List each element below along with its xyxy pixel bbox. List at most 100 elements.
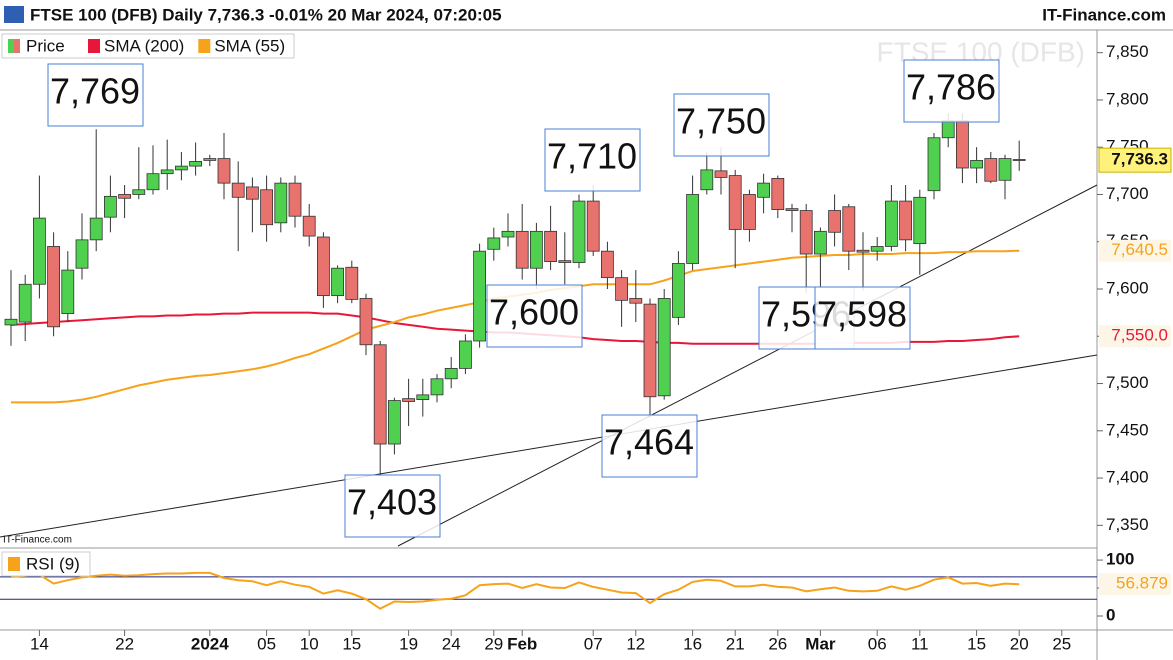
candle-body xyxy=(913,196,927,245)
candle-body xyxy=(771,178,785,210)
candle-body xyxy=(870,246,884,252)
candle-body xyxy=(544,230,557,262)
candle-body xyxy=(572,200,586,263)
annotation-box xyxy=(344,474,441,538)
annotation: 7,710 xyxy=(547,136,637,177)
candle-body xyxy=(160,169,174,175)
x-tick-label: 26 xyxy=(768,634,787,653)
candle-body xyxy=(672,263,685,318)
candle-body xyxy=(4,318,18,326)
x-tick-label: Mar xyxy=(805,634,836,653)
chart-title: FTSE 100 (DFB) Daily 7,736.3 -0.01% 20 M… xyxy=(30,5,502,24)
x-tick-label: 16 xyxy=(683,634,702,653)
candle-body xyxy=(231,182,245,198)
x-tick-label: 14 xyxy=(30,634,49,653)
candle-body xyxy=(132,189,146,195)
x-tick-label: 2024 xyxy=(191,634,229,653)
candle-body xyxy=(814,230,827,255)
value-label: 7,550.0 xyxy=(1111,326,1168,345)
trend-line xyxy=(397,184,1098,547)
candle-body xyxy=(402,398,416,402)
candle-body xyxy=(686,194,699,264)
value-label-box xyxy=(1099,573,1171,596)
y-tick-label: 7,450 xyxy=(1106,420,1149,439)
annotation: 7,769 xyxy=(50,71,140,112)
candle-body xyxy=(757,182,770,198)
y-tick-label: 7,500 xyxy=(1106,373,1149,392)
candle-body xyxy=(217,158,231,184)
x-tick-label: Feb xyxy=(507,634,537,653)
y-tick-label: 7,700 xyxy=(1106,184,1149,203)
legend-swatch xyxy=(8,557,20,571)
annotation: 7,464 xyxy=(604,422,694,463)
candle-body xyxy=(700,169,714,191)
candle-body xyxy=(1012,159,1026,161)
candle-body xyxy=(316,236,330,297)
x-tick-label: 15 xyxy=(342,634,361,653)
candle-body xyxy=(146,173,160,191)
y-tick-label: 7,800 xyxy=(1106,89,1149,108)
candle-body xyxy=(956,120,969,169)
candle-body xyxy=(359,298,373,346)
y-tick-label: 100 xyxy=(1106,550,1134,569)
legend-swatch xyxy=(198,39,211,53)
annotation-box xyxy=(486,284,583,348)
y-tick-label: 7,600 xyxy=(1106,278,1149,297)
candle-body xyxy=(899,200,912,241)
candle-body xyxy=(601,250,614,279)
candle-body xyxy=(458,340,472,369)
annotation-box xyxy=(673,93,770,157)
candle-body xyxy=(515,230,529,269)
candle-body xyxy=(487,237,501,250)
y-tick-label: 7,400 xyxy=(1106,468,1149,487)
annotation: 7,403 xyxy=(347,482,437,523)
candle-body xyxy=(828,210,841,233)
candle-body xyxy=(728,175,742,230)
candle-body xyxy=(118,194,131,199)
candle-body xyxy=(260,189,274,226)
legend-swatch xyxy=(88,39,100,53)
value-label: 7,736.3 xyxy=(1111,150,1168,169)
legend-label: SMA (55) xyxy=(214,36,285,55)
x-tick-label: 22 xyxy=(115,634,134,653)
x-tick-label: 20 xyxy=(1010,634,1029,653)
candle-body xyxy=(203,158,217,161)
candle-body xyxy=(714,170,728,178)
candle-body xyxy=(885,200,898,247)
annotation-box xyxy=(903,59,1000,123)
y-tick-label: 7,850 xyxy=(1106,42,1149,61)
value-label-box xyxy=(1098,147,1172,173)
candle-body xyxy=(61,269,75,314)
candle-body xyxy=(941,120,955,139)
logo xyxy=(4,6,24,23)
y-tick-label: 0 xyxy=(1106,605,1115,624)
series-line xyxy=(10,571,1020,610)
candle-body xyxy=(530,230,543,269)
value-label-box xyxy=(1099,325,1171,348)
candle-body xyxy=(373,344,387,445)
x-tick-label: 19 xyxy=(399,634,418,653)
legend-swatch-up xyxy=(8,39,14,53)
x-tick-label: 21 xyxy=(726,634,745,653)
annotation-box xyxy=(601,414,698,478)
candle-body xyxy=(416,394,430,400)
x-tick-label: 10 xyxy=(300,634,319,653)
annotation-box xyxy=(544,128,641,192)
candle-body xyxy=(743,194,756,230)
value-label: 7,640.5 xyxy=(1111,240,1168,259)
legend: Price SMA (200) SMA (55) xyxy=(1,33,295,59)
candle-body xyxy=(274,182,288,224)
x-tick-label: 12 xyxy=(626,634,645,653)
candle-body xyxy=(302,215,316,237)
y-tick-label: 7,350 xyxy=(1106,515,1149,534)
candle-body xyxy=(856,249,870,253)
candle-body xyxy=(245,186,259,200)
candle-body xyxy=(288,182,302,217)
annotation-box xyxy=(814,286,911,350)
candle-body xyxy=(18,283,32,323)
legend-box xyxy=(1,33,295,59)
candle-body xyxy=(657,298,671,397)
annotation-box xyxy=(47,63,144,127)
candle-body xyxy=(998,158,1012,181)
candle-body xyxy=(615,277,628,301)
